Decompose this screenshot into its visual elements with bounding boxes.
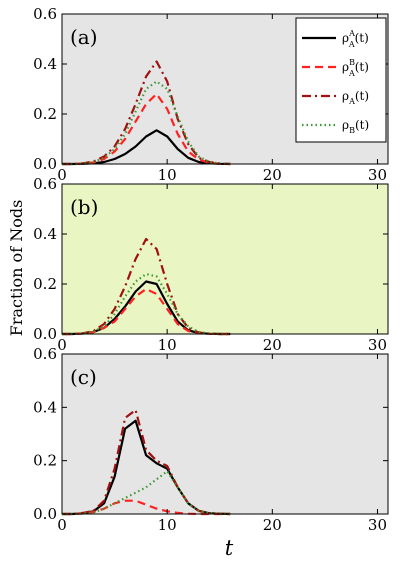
- x-tick-label: 0: [57, 336, 67, 354]
- x-tick-label: 0: [57, 516, 67, 534]
- plot-background: [62, 354, 388, 514]
- legend-box: [295, 17, 387, 143]
- y-tick-label: 0.0: [33, 155, 57, 173]
- panel-1: 0 10 20 30 0.0 0.2 0.4 0.6 (b): [33, 175, 389, 354]
- y-tick-label: 0.4: [33, 225, 57, 243]
- series-line-rhoB: [62, 470, 231, 516]
- plot-frame: [61, 13, 389, 165]
- y-tick-label: 0.6: [33, 5, 57, 23]
- plot-frame: [61, 353, 389, 515]
- x-tick-label: 20: [263, 166, 282, 184]
- legend-label-rhoAA: ρA A(t): [342, 29, 369, 49]
- x-tick-label: 20: [263, 516, 282, 534]
- legend: ρA A(t) ρB A(t) ρA(t) ρB(t): [295, 17, 387, 143]
- plot-background: [62, 184, 388, 334]
- legend-label-rhoAB: ρB A(t): [342, 58, 369, 78]
- panel-label: (c): [70, 365, 97, 389]
- x-tick-label: 30: [368, 516, 387, 534]
- panel-2: 0 10 20 30 0.0 0.2 0.4 0.6 (c): [33, 345, 389, 534]
- x-axis-title: t: [225, 536, 234, 560]
- panel-0: 0 10 20 300.00.20.40.6(a) ρA A(t)ρB A(t)ρA(t)ρ…: [33, 5, 389, 184]
- plot-frame: [61, 183, 389, 335]
- y-tick-label: 0.2: [33, 105, 57, 123]
- panel-label: (b): [70, 195, 98, 219]
- series-line-rhoA: [62, 237, 231, 336]
- series-line-rhoA: [62, 60, 231, 166]
- y-tick-label: 0.6: [33, 345, 57, 363]
- panels: 0 10 20 300.00.20.40.6(a) ρA A(t)ρB A(t)ρA(t)ρ…: [33, 5, 389, 534]
- y-tick-label: 0.2: [33, 452, 57, 470]
- x-tick-label: 20: [263, 336, 282, 354]
- panel-label: (a): [70, 25, 98, 49]
- y-tick-label: 0.6: [33, 175, 57, 193]
- series-line-rhoB: [62, 272, 231, 336]
- y-tick-label: 0.4: [33, 55, 57, 73]
- x-tick-label: 30: [368, 166, 387, 184]
- y-tick-label: 0.0: [33, 325, 57, 343]
- x-tick-label: 10: [158, 166, 177, 184]
- series-line-rhoB: [62, 80, 231, 166]
- x-tick-label: 10: [158, 336, 177, 354]
- legend-label-rhoA: ρA(t): [342, 89, 369, 106]
- legend-label-rhoB: ρB(t): [342, 118, 369, 135]
- y-axis-title: Fraction of Nods: [7, 200, 26, 337]
- x-tick-label: 0: [57, 166, 67, 184]
- x-tick-label: 30: [368, 336, 387, 354]
- y-tick-label: 0.0: [33, 505, 57, 523]
- y-tick-label: 0.4: [33, 398, 57, 416]
- x-tick-label: 10: [158, 516, 177, 534]
- y-tick-label: 0.2: [33, 275, 57, 293]
